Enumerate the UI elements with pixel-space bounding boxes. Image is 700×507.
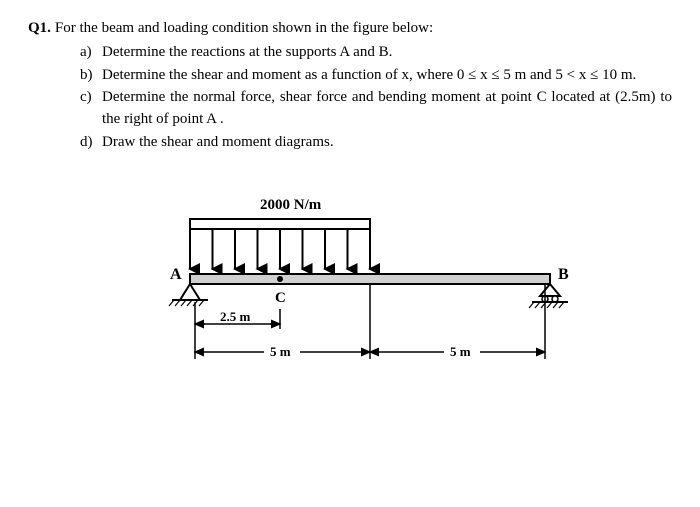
part-b: b) Determine the shear and moment as a f…: [80, 65, 672, 87]
beam-diagram: 2000 N/m A B C 2.5 m 5 m 5 m: [120, 184, 580, 404]
svg-text:5 m: 5 m: [270, 344, 291, 359]
part-label: d): [80, 132, 102, 154]
svg-text:C: C: [275, 290, 286, 306]
part-c: c) Determine the normal force, shear for…: [80, 87, 672, 131]
question-header: Q1. For the beam and loading condition s…: [28, 18, 672, 40]
beam-diagram-container: 2000 N/m A B C 2.5 m 5 m 5 m: [28, 184, 672, 404]
svg-text:B: B: [558, 266, 569, 283]
part-a: a) Determine the reactions at the suppor…: [80, 42, 672, 64]
part-text: Determine the normal force, shear force …: [102, 87, 672, 131]
question-block: Q1. For the beam and loading condition s…: [28, 18, 672, 154]
part-d: d) Draw the shear and moment diagrams.: [80, 132, 672, 154]
question-label: Q1.: [28, 18, 51, 40]
svg-text:2.5 m: 2.5 m: [220, 309, 251, 324]
part-label: b): [80, 65, 102, 87]
part-label: c): [80, 87, 102, 131]
svg-text:2000 N/m: 2000 N/m: [260, 197, 322, 213]
parts-list: a) Determine the reactions at the suppor…: [80, 42, 672, 154]
part-text: Determine the reactions at the supports …: [102, 42, 672, 64]
part-text: Draw the shear and moment diagrams.: [102, 132, 672, 154]
svg-text:A: A: [170, 266, 182, 283]
question-stem: For the beam and loading condition shown…: [55, 18, 433, 40]
part-text: Determine the shear and moment as a func…: [102, 65, 672, 87]
svg-text:5 m: 5 m: [450, 344, 471, 359]
part-label: a): [80, 42, 102, 64]
